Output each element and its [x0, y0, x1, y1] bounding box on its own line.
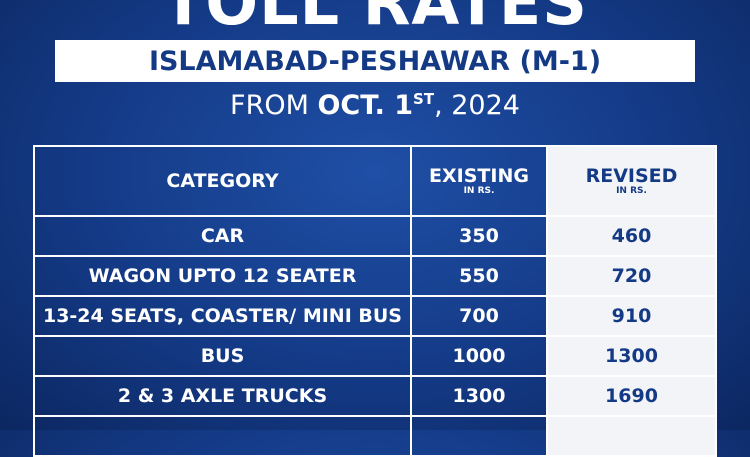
- table-cell: 550: [410, 255, 548, 297]
- table-cell: 700: [410, 295, 548, 337]
- table-row: 13-24 SEATS, COASTER/ MINI BUS 700 910: [33, 295, 717, 337]
- table-cell-empty: [546, 415, 717, 457]
- table-cell: 13-24 SEATS, COASTER/ MINI BUS: [33, 295, 412, 337]
- table-cell: 1300: [410, 375, 548, 417]
- table-cell: 2 & 3 AXLE TRUCKS: [33, 375, 412, 417]
- table-cell-empty: [33, 415, 412, 457]
- table-cell: BUS: [33, 335, 412, 377]
- table-row: WAGON UPTO 12 SEATER 550 720: [33, 255, 717, 297]
- route-banner: ISLAMABAD-PESHAWAR (M-1): [55, 40, 695, 82]
- date-suffix: , 2024: [434, 90, 520, 121]
- column-header: CATEGORY: [33, 145, 412, 217]
- date-bold: OCT. 1: [317, 90, 414, 121]
- table-row: 2 & 3 AXLE TRUCKS 1300 1690: [33, 375, 717, 417]
- header-row: CATEGORY EXISTING IN RS. REVISED IN RS.: [33, 145, 717, 217]
- table-cell: 460: [546, 215, 717, 257]
- table-cell: CAR: [33, 215, 412, 257]
- table-cell: 910: [546, 295, 717, 337]
- table-row: BUS 1000 1300: [33, 335, 717, 377]
- column-label: REVISED: [585, 165, 678, 187]
- column-label: CATEGORY: [166, 170, 279, 192]
- rates-table: CATEGORY EXISTING IN RS. REVISED IN RS. CAR 3…: [33, 145, 717, 457]
- table-cell: WAGON UPTO 12 SEATER: [33, 255, 412, 297]
- title: TOLL RATES: [162, 0, 588, 39]
- column-label: EXISTING: [429, 165, 529, 187]
- table-row: CAR 350 460: [33, 215, 717, 257]
- column-header: REVISED IN RS.: [546, 145, 717, 217]
- table-cell-empty: [410, 415, 548, 457]
- date-prefix: FROM: [230, 90, 309, 121]
- table-cell: 1000: [410, 335, 548, 377]
- table-cell: 350: [410, 215, 548, 257]
- table-cell: 720: [546, 255, 717, 297]
- date-superscript: ST: [413, 90, 435, 108]
- column-unit: IN RS.: [463, 186, 495, 196]
- column-unit: IN RS.: [616, 186, 647, 196]
- date-line: FROM OCT. 1ST, 2024: [0, 90, 750, 121]
- table-cell: 1300: [546, 335, 717, 377]
- table-cell: 1690: [546, 375, 717, 417]
- route: ISLAMABAD-PESHAWAR (M-1): [148, 45, 602, 77]
- table-row-partial: [33, 415, 717, 457]
- column-header: EXISTING IN RS.: [410, 145, 548, 217]
